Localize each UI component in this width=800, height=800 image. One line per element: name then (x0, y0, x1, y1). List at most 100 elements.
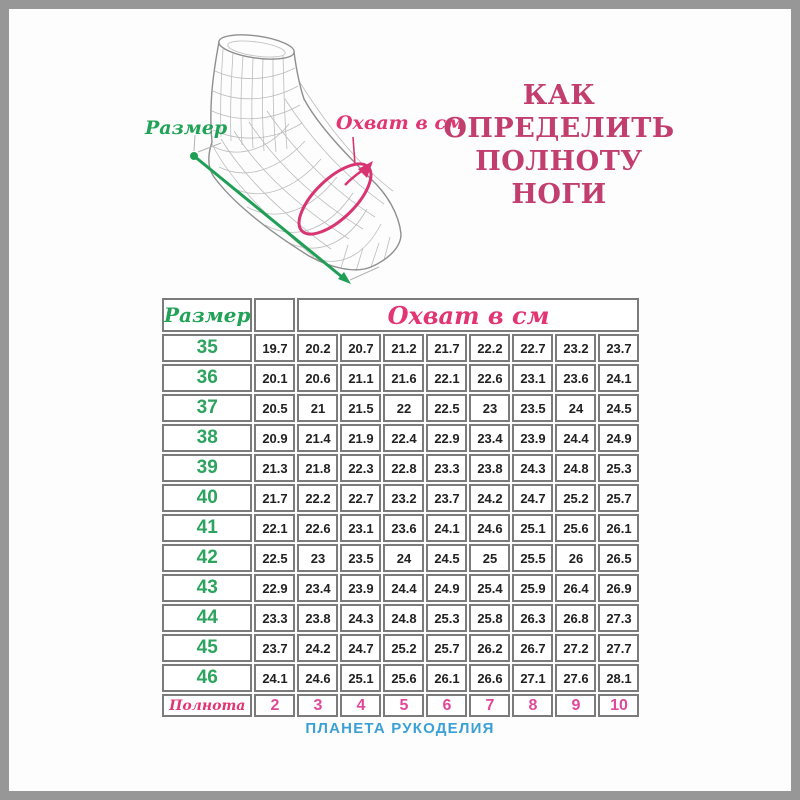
table-row: 35 19.7 20.2 20.7 21.2 21.7 22.2 22.7 23.2 23.7 (162, 334, 640, 362)
girth-value-cell: 22 (383, 394, 425, 422)
table-row: 44 23.3 23.8 24.3 24.8 25.3 25.8 26.3 26.8 27.3 (162, 604, 640, 632)
girth-value-cell: 25.1 (512, 514, 554, 542)
girth-value-cell: 22.7 (512, 334, 554, 362)
girth-value-cell: 24.6 (297, 664, 339, 692)
size-cell: 35 (162, 334, 253, 362)
girth-value-cell: 22.1 (426, 364, 468, 392)
size-fullness-table: Размер Охват в см 35 19.7 20.2 20.7 21.2 21.7… (160, 296, 641, 719)
size-cell: 36 (162, 364, 253, 392)
girth-group-header: Охват в см (297, 298, 640, 332)
girth-value-cell: 27.2 (555, 634, 597, 662)
girth-value-cell: 24 (555, 394, 597, 422)
girth-value-cell: 25.2 (555, 484, 597, 512)
foot-length-label: Размер (145, 117, 228, 139)
table-row: 36 20.1 20.6 21.1 21.6 22.1 22.6 23.1 23.6 24.1 (162, 364, 640, 392)
girth-value-cell: 24.7 (340, 634, 382, 662)
girth-value-cell: 26.2 (469, 634, 511, 662)
girth-value-cell: 25.7 (426, 634, 468, 662)
girth-value-cell: 24.2 (469, 484, 511, 512)
table-header-row: Размер Охват в см (162, 298, 640, 332)
girth-value-cell: 25.6 (383, 664, 425, 692)
girth-value-cell: 24.2 (297, 634, 339, 662)
fullness-row-label: Полнота (162, 694, 253, 717)
fullness-value-cell: 4 (340, 694, 382, 717)
girth-value-cell: 27.1 (512, 664, 554, 692)
girth-value-cell: 23.5 (512, 394, 554, 422)
girth-value-cell: 20.7 (340, 334, 382, 362)
title-line-2: ОПРЕДЕЛИТЬ (443, 113, 675, 144)
girth-value-cell: 25.9 (512, 574, 554, 602)
girth-value-cell: 26.9 (598, 574, 640, 602)
girth-value-cell: 24.9 (426, 574, 468, 602)
girth-value-cell: 23 (297, 544, 339, 572)
girth-value-cell: 24.4 (383, 574, 425, 602)
foot-outline (208, 34, 402, 271)
girth-value-cell: 23.4 (469, 424, 511, 452)
girth-value-cell: 21 (297, 394, 339, 422)
fullness-row: Полнота 2 3 4 5 6 7 8 9 10 (162, 694, 640, 717)
girth-value-cell: 23.8 (469, 454, 511, 482)
girth-value-cell: 25.4 (469, 574, 511, 602)
girth-value-cell: 21.8 (297, 454, 339, 482)
size-column-header: Размер (162, 298, 253, 332)
girth-measure-ellipse (297, 161, 373, 236)
girth-pointer-line (352, 136, 356, 166)
girth-value-cell: 21.2 (383, 334, 425, 362)
size-table-body: Размер Охват в см 35 19.7 20.2 20.7 21.2 21.7… (162, 298, 640, 717)
girth-value-cell: 21.7 (254, 484, 296, 512)
foot-girth-label: Охват в см (336, 112, 465, 134)
girth-value-cell: 23 (469, 394, 511, 422)
girth-value-cell: 24.9 (598, 424, 640, 452)
table-row: 41 22.1 22.6 23.1 23.6 24.1 24.6 25.1 25.6 26.1 (162, 514, 640, 542)
girth-value-cell: 27.6 (555, 664, 597, 692)
girth-value-cell: 23.3 (254, 604, 296, 632)
girth-value-cell: 24.8 (555, 454, 597, 482)
girth-value-cell: 26.8 (555, 604, 597, 632)
girth-value-cell: 22.4 (383, 424, 425, 452)
girth-value-cell: 22.5 (426, 394, 468, 422)
girth-value-cell: 24.6 (469, 514, 511, 542)
size-cell: 44 (162, 604, 253, 632)
girth-value-cell: 26.6 (469, 664, 511, 692)
girth-value-cell: 24.1 (254, 664, 296, 692)
fullness-value-cell: 8 (512, 694, 554, 717)
girth-value-cell: 22.5 (254, 544, 296, 572)
girth-value-cell: 24 (383, 544, 425, 572)
table-row: 38 20.9 21.4 21.9 22.4 22.9 23.4 23.9 24.4 24.9 (162, 424, 640, 452)
foot-mesh-lines (211, 48, 394, 272)
girth-value-cell: 23.1 (512, 364, 554, 392)
girth-value-cell: 26.5 (598, 544, 640, 572)
girth-value-cell: 20.5 (254, 394, 296, 422)
girth-value-cell: 23.4 (297, 574, 339, 602)
size-cell: 37 (162, 394, 253, 422)
girth-value-cell: 24.4 (555, 424, 597, 452)
girth-value-cell: 23.9 (512, 424, 554, 452)
fullness-value-cell: 7 (469, 694, 511, 717)
girth-value-cell: 21.1 (340, 364, 382, 392)
size-cell: 41 (162, 514, 253, 542)
girth-value-cell: 24.3 (340, 604, 382, 632)
girth-value-cell: 25.1 (340, 664, 382, 692)
girth-value-cell: 26.1 (598, 514, 640, 542)
girth-value-cell: 24.3 (512, 454, 554, 482)
size-cell: 42 (162, 544, 253, 572)
girth-value-cell: 23.7 (426, 484, 468, 512)
title-line-3: ПОЛНОТУ (475, 146, 643, 177)
girth-value-cell: 22.2 (297, 484, 339, 512)
girth-value-cell: 22.9 (254, 574, 296, 602)
girth-value-cell: 21.3 (254, 454, 296, 482)
girth-value-cell: 24.7 (512, 484, 554, 512)
girth-value-cell: 24.1 (426, 514, 468, 542)
fullness-value-cell: 9 (555, 694, 597, 717)
fullness-value-cell: 2 (254, 694, 296, 717)
watermark-text: ПЛАНЕТА РУКОДЕЛИЯ (305, 720, 495, 737)
fullness-value-cell: 3 (297, 694, 339, 717)
girth-value-cell: 24.5 (598, 394, 640, 422)
girth-value-cell: 25 (469, 544, 511, 572)
girth-value-cell: 25.3 (598, 454, 640, 482)
empty-header-cell (254, 298, 296, 332)
girth-value-cell: 21.4 (297, 424, 339, 452)
fullness-value-cell: 6 (426, 694, 468, 717)
girth-value-cell: 20.1 (254, 364, 296, 392)
